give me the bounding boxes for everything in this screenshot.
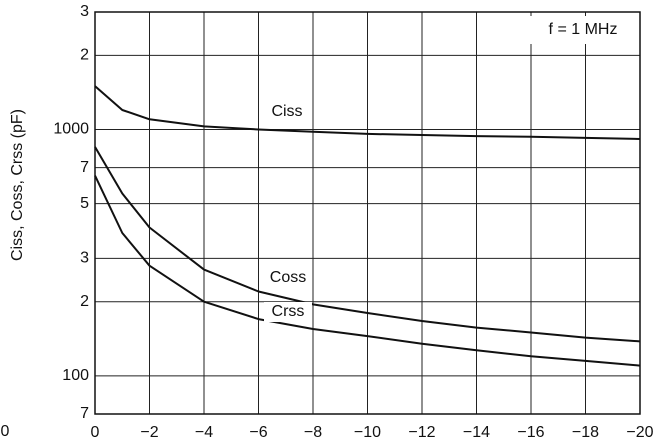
series-label: Coss xyxy=(270,269,306,286)
y-tick-label: 3 xyxy=(80,250,89,267)
label-bg xyxy=(264,302,312,322)
series-label: Crss xyxy=(272,303,305,320)
series-line xyxy=(94,85,641,140)
x-tick-label: −20 xyxy=(626,424,653,441)
y-tick-label: 7 xyxy=(80,159,89,176)
y-tick-label: 100 xyxy=(62,367,89,384)
y-tick-label: 7 xyxy=(80,405,89,422)
x-tick-label: 0 xyxy=(91,424,100,441)
y-tick-label: 3 xyxy=(80,3,89,20)
label-bg xyxy=(263,102,311,122)
label-bg xyxy=(264,268,312,288)
x-tick-label: −10 xyxy=(354,424,381,441)
x-tick-label: −4 xyxy=(195,424,213,441)
y-tick-label: 2 xyxy=(80,293,89,310)
y-tick-label: 1000 xyxy=(53,121,89,138)
series-label: Ciss xyxy=(271,103,302,120)
x-tick-label: −6 xyxy=(249,424,267,441)
x-tick-label: −12 xyxy=(408,424,435,441)
y-tick-label: 2 xyxy=(80,47,89,64)
series-line xyxy=(94,175,641,367)
y-tick-label: 5 xyxy=(80,195,89,212)
plot-frame xyxy=(94,11,641,415)
x-tick-label: −16 xyxy=(517,424,544,441)
x-tick-label: −18 xyxy=(572,424,599,441)
x-tick-label: −8 xyxy=(304,424,322,441)
x-tick-label: −14 xyxy=(463,424,490,441)
y-axis-label: Ciss, Coss, Crss (pF) xyxy=(9,109,26,261)
series-line xyxy=(94,146,641,343)
x-tick-label: −2 xyxy=(140,424,158,441)
annotation: 0 xyxy=(1,423,10,440)
annotation: f = 1 MHz xyxy=(549,21,618,38)
annotation-box xyxy=(530,16,636,44)
